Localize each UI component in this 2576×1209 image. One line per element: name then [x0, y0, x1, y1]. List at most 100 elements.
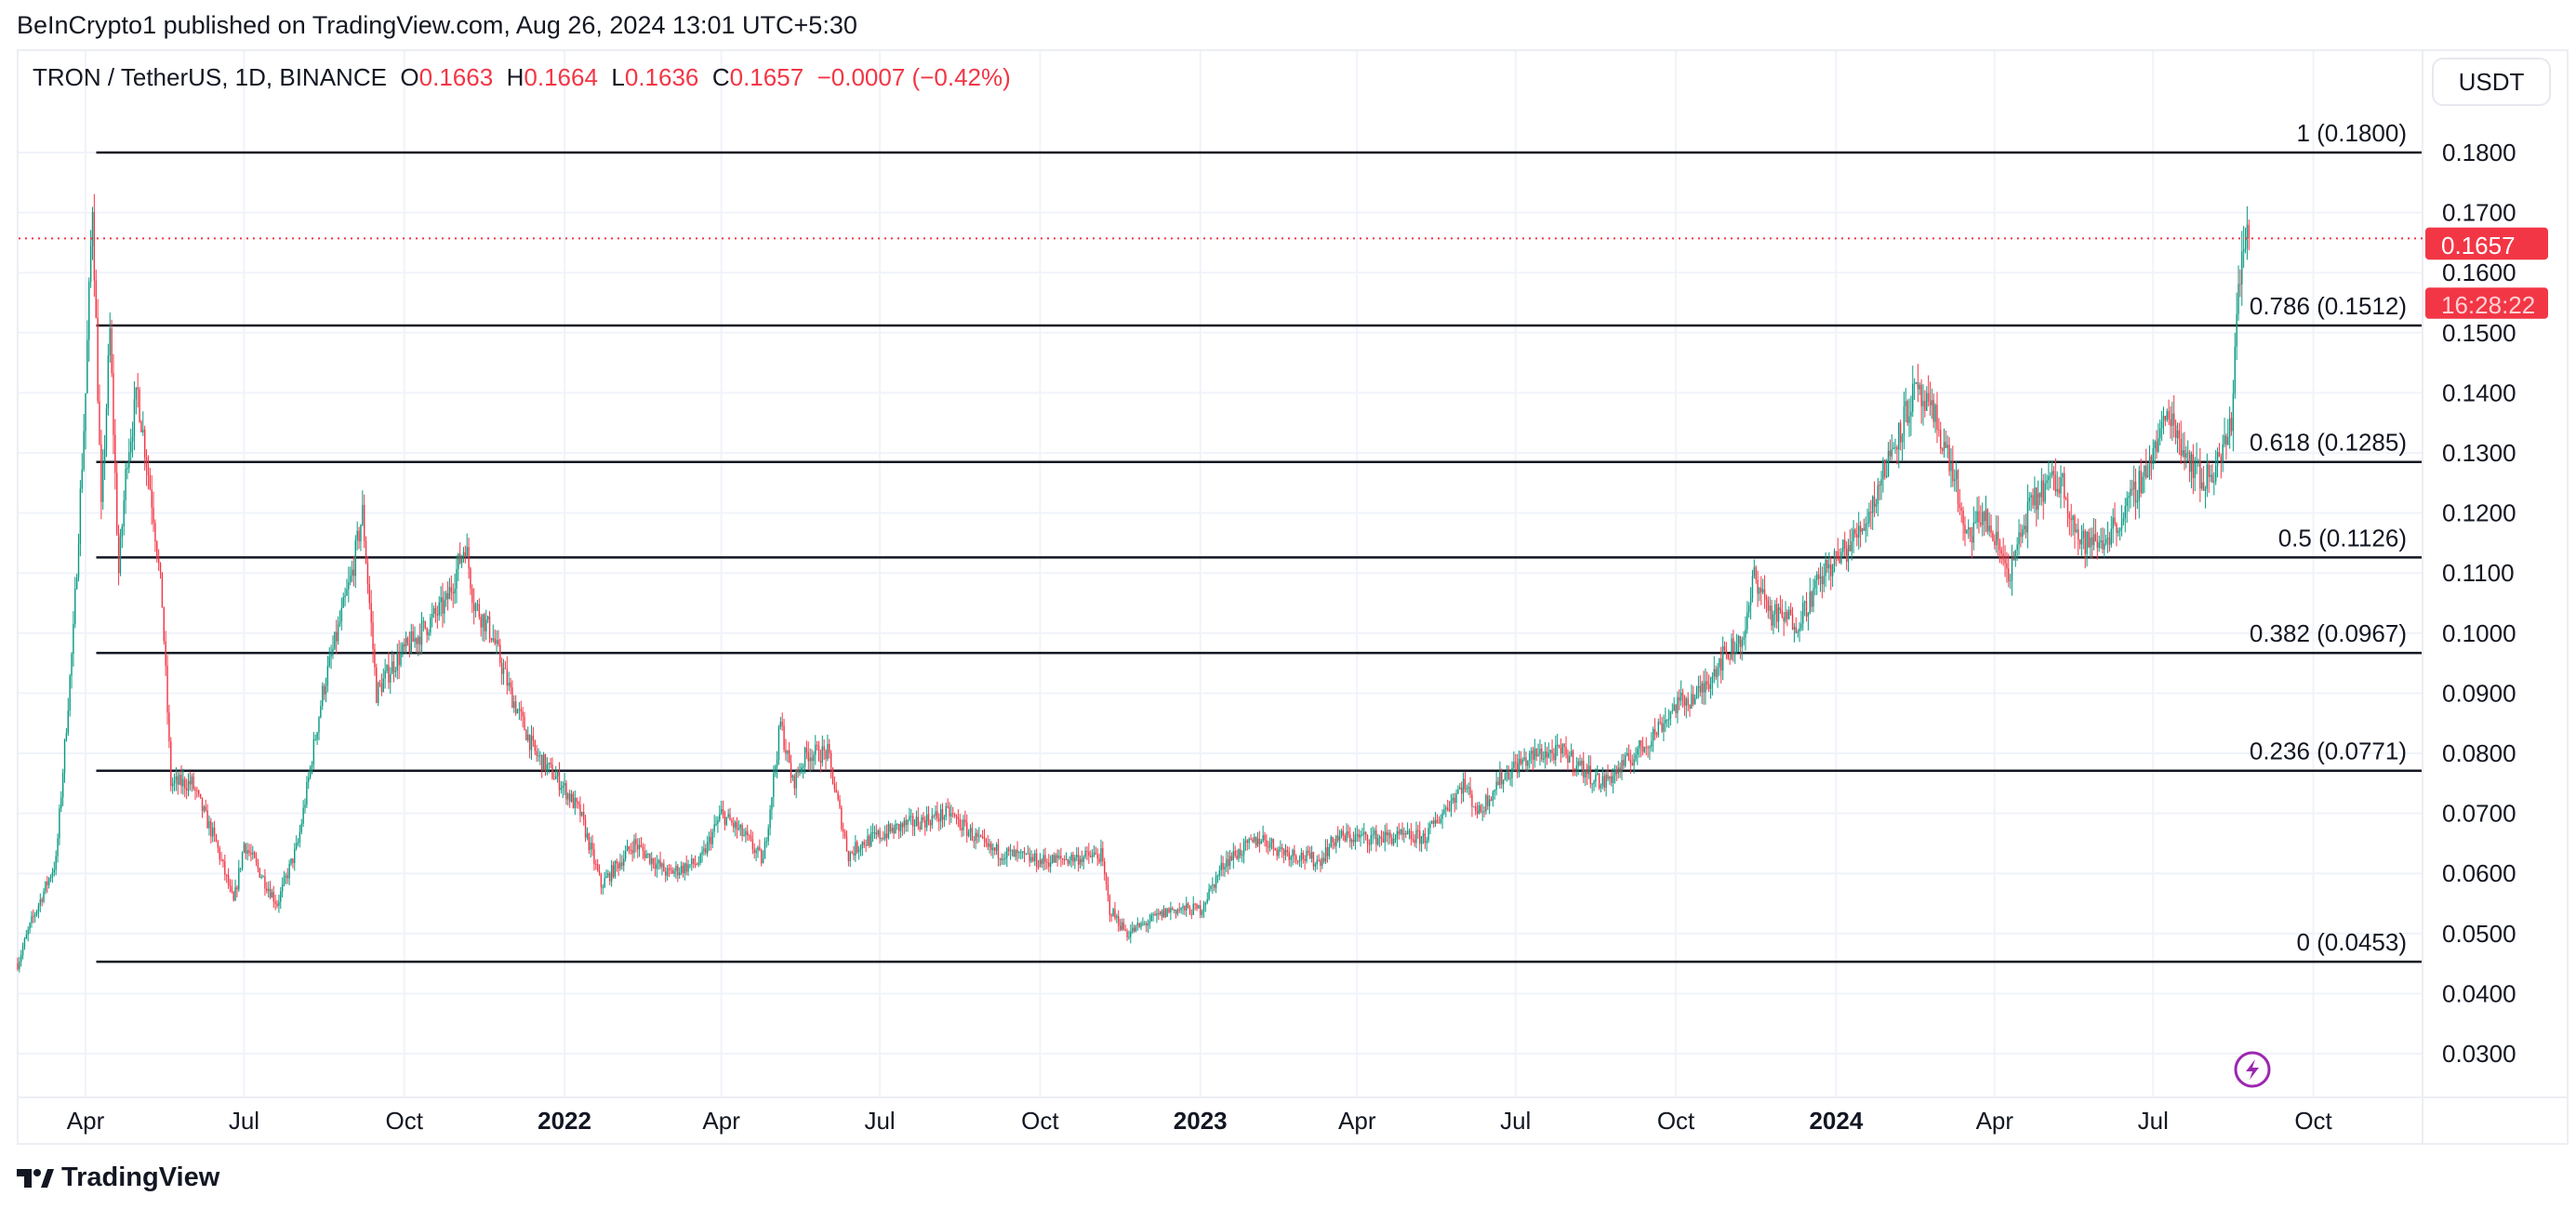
candle-body — [337, 624, 339, 642]
candle — [342, 592, 344, 608]
y-tick-label: 0.0900 — [2442, 679, 2516, 707]
candle-body — [2032, 495, 2034, 506]
candle-body — [1405, 832, 1407, 835]
candle-body — [1972, 522, 1975, 543]
candle-body — [623, 858, 625, 866]
y-tick-label: 0.0400 — [2442, 979, 2516, 1007]
candle-body — [1978, 511, 1980, 523]
candle-body — [795, 769, 797, 789]
candle — [458, 542, 461, 565]
candle — [801, 763, 803, 775]
candle-body — [161, 572, 164, 608]
candle — [856, 840, 858, 855]
candle — [1394, 834, 1397, 844]
candle-body — [2162, 416, 2165, 422]
candle — [255, 852, 258, 867]
candle-body — [217, 842, 219, 848]
candle-body — [733, 822, 735, 828]
candle — [2044, 472, 2046, 505]
candle — [1823, 563, 1825, 592]
candle-body — [1871, 496, 1874, 513]
candle-body — [2012, 558, 2015, 561]
candle — [807, 741, 809, 771]
candle-body — [528, 734, 531, 751]
candle-body — [466, 547, 468, 557]
candle — [939, 804, 942, 830]
lightning-alert-icon[interactable] — [2234, 1051, 2271, 1088]
candle-body — [666, 868, 669, 876]
candle — [1932, 393, 1934, 429]
candle-body — [1777, 607, 1780, 622]
candle — [1268, 837, 1271, 852]
candle — [1591, 782, 1593, 793]
candle — [637, 838, 639, 858]
candle-body — [2166, 411, 2168, 420]
candle-body — [259, 868, 260, 878]
fib-level-label: 0 (0.0453) — [2296, 928, 2407, 956]
candle-body — [496, 639, 498, 644]
candle-body — [168, 712, 170, 742]
x-tick-label: Oct — [2294, 1107, 2332, 1135]
candle-body — [2094, 534, 2097, 541]
candle — [478, 598, 480, 620]
candle-body — [1697, 685, 1700, 688]
candle — [1924, 390, 1926, 418]
candle-body — [438, 602, 440, 616]
candle-body — [701, 851, 703, 855]
candle — [1635, 747, 1637, 763]
candle — [743, 828, 745, 837]
candle — [1412, 830, 1414, 844]
candle — [55, 850, 57, 876]
candle — [2098, 535, 2100, 552]
candle — [349, 566, 352, 586]
candle-body — [1976, 511, 1978, 523]
candle — [372, 610, 374, 663]
candle — [910, 809, 912, 826]
candle-body — [839, 799, 841, 808]
candle-body — [612, 865, 615, 877]
candle — [1015, 848, 1016, 861]
candle-body — [2018, 532, 2020, 545]
candle — [799, 763, 801, 777]
candle-body — [1138, 923, 1140, 927]
candle-body — [1433, 820, 1435, 824]
candle-body — [2182, 450, 2184, 456]
symbol-name[interactable]: TRON / TetherUS, 1D, BINANCE — [33, 63, 387, 91]
candle — [959, 814, 961, 831]
candle-body — [1326, 846, 1329, 857]
candle — [694, 855, 697, 869]
candle — [276, 899, 278, 909]
candle — [1481, 804, 1483, 821]
candle — [971, 822, 974, 842]
candle — [482, 614, 484, 642]
candle-body — [135, 387, 138, 400]
candle-body — [572, 793, 575, 808]
candle — [137, 373, 139, 408]
candle — [821, 735, 823, 767]
candle — [404, 638, 405, 654]
candle — [1188, 905, 1191, 915]
candle-body — [1748, 604, 1750, 613]
currency-button[interactable]: USDT — [2432, 58, 2551, 106]
candle-body — [2134, 481, 2137, 503]
candle — [1520, 751, 1522, 766]
candle-body — [250, 852, 252, 855]
candle-body — [1487, 795, 1489, 806]
candle-body — [147, 467, 150, 476]
candle — [715, 816, 717, 827]
candle-body — [2220, 457, 2222, 461]
fib-level-label: 0.5 (0.1126) — [2278, 524, 2407, 551]
candle — [1406, 822, 1409, 835]
candle-body — [2092, 534, 2095, 546]
candle-body — [61, 773, 64, 798]
y-tick-label: 0.1400 — [2442, 379, 2516, 406]
candle — [1637, 745, 1639, 765]
candle — [269, 881, 272, 899]
candle-body — [472, 603, 475, 612]
candle-body — [238, 868, 240, 890]
candle-body — [1547, 752, 1550, 758]
tradingview-logo[interactable]: TradingView — [17, 1162, 219, 1193]
candle — [757, 844, 759, 858]
candle — [1639, 739, 1640, 758]
